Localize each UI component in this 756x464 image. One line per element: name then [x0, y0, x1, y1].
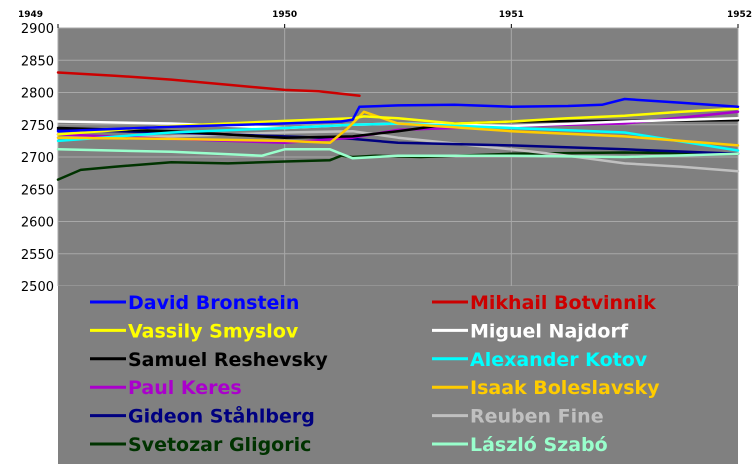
- x-tick-label: 1952: [727, 10, 752, 20]
- y-tick-label: 2550: [21, 248, 54, 263]
- y-tick-label: 2500: [21, 280, 54, 295]
- legend-label: Miguel Najdorf: [470, 320, 629, 342]
- legend-label: Mikhail Botvinnik: [470, 292, 656, 314]
- x-axis-ticks: 1949 1950 1951 1952: [18, 10, 752, 28]
- legend-label: Samuel Reshevsky: [128, 349, 328, 371]
- series-line-11: [56, 151, 740, 181]
- legend-label: Reuben Fine: [470, 406, 604, 428]
- x-tick-label: 1950: [272, 10, 297, 20]
- legend-label: Paul Keres: [128, 377, 242, 399]
- legend-label: Vassily Smyslov: [128, 320, 299, 342]
- grid: [57, 27, 739, 287]
- x-tick-label: 1951: [499, 10, 524, 20]
- series-line-6: [56, 122, 740, 152]
- y-tick-label: 2650: [21, 183, 54, 198]
- y-axis-ticks: 2500 2550 2600 2650 2700 2750 2800 2850 2900: [21, 22, 54, 295]
- legend-label: Alexander Kotov: [470, 349, 648, 371]
- series-line-2: [56, 71, 361, 97]
- legend-label: László Szabó: [470, 434, 608, 456]
- legend-label: Isaak Boleslavsky: [470, 377, 660, 399]
- legend-label: David Bronstein: [128, 292, 299, 314]
- x-tick-label: 1949: [18, 10, 43, 20]
- y-tick-label: 2850: [21, 54, 54, 69]
- y-tick-label: 2800: [21, 87, 54, 102]
- series-line-12: [56, 148, 740, 160]
- series-line-3: [56, 107, 740, 136]
- legend-label: Svetozar Gligoric: [128, 434, 311, 456]
- y-tick-label: 2750: [21, 119, 54, 134]
- y-tick-label: 2600: [21, 216, 54, 231]
- series-lines: [56, 71, 740, 181]
- legend-area: [58, 286, 738, 464]
- legend: David Bronstein Mikhail Botvinnik Vassily …: [90, 292, 660, 456]
- series-line-8: [56, 110, 740, 147]
- series-line-5: [56, 118, 740, 139]
- series-line-1: [56, 97, 740, 133]
- y-tick-label: 2700: [21, 151, 54, 166]
- legend-label: Gideon Ståhlberg: [128, 404, 315, 428]
- y-tick-label: 2900: [21, 22, 54, 37]
